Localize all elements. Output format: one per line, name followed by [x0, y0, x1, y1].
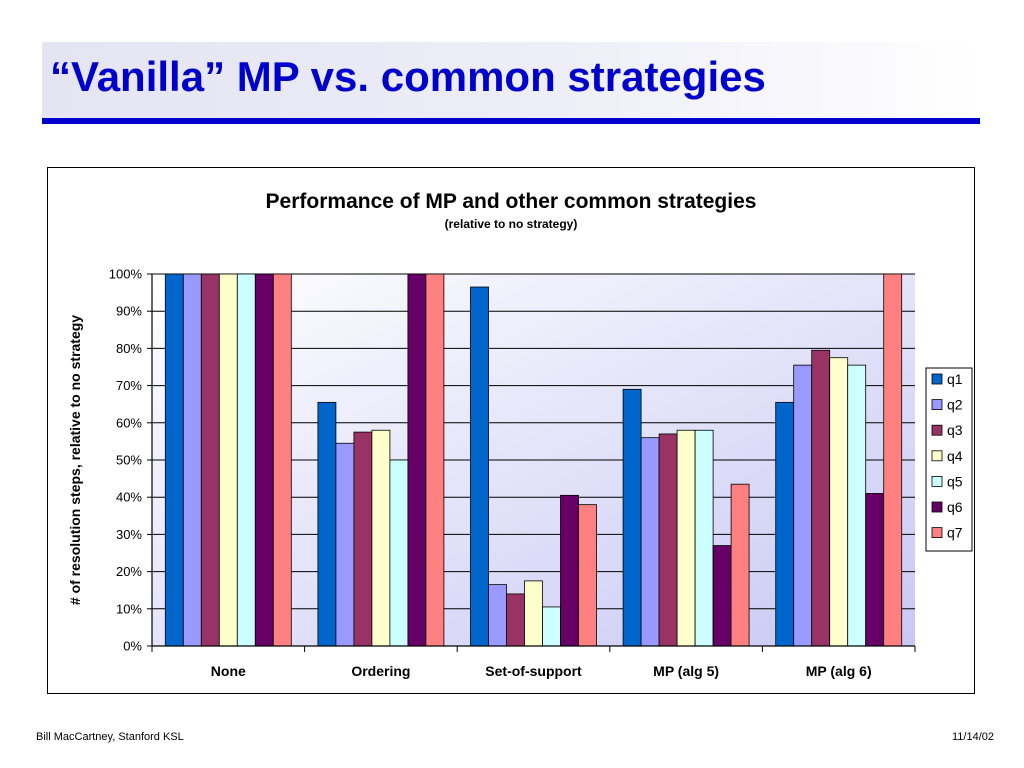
- y-tick-label: 90%: [116, 304, 142, 319]
- bar-q4-2: [524, 580, 543, 647]
- x-tick-label: None: [211, 663, 246, 679]
- y-tick-label: 10%: [116, 601, 142, 616]
- chart-subtitle: (relative to no strategy): [445, 217, 578, 231]
- legend-swatch-q7: [931, 527, 943, 539]
- bar-q3-4: [811, 349, 831, 647]
- legend-swatch-q2: [931, 399, 943, 411]
- bar-q7-0: [272, 273, 292, 647]
- bar-q5-3: [694, 429, 714, 647]
- bar-q4-3: [676, 429, 696, 647]
- legend-swatch-q5: [931, 475, 943, 487]
- slide-title: “Vanilla” MP vs. common strategies: [50, 53, 766, 100]
- bar-q1-4: [775, 401, 795, 647]
- bar-q1-3: [622, 388, 642, 647]
- y-tick-label: 70%: [116, 378, 142, 393]
- bar-q4-4: [829, 357, 849, 647]
- bar-q6-4: [865, 493, 885, 647]
- legend-label-q1: q1: [947, 371, 963, 387]
- y-tick-label: 100%: [109, 267, 143, 282]
- bar-q1-1: [317, 401, 337, 647]
- bar-q5-4: [847, 364, 867, 647]
- x-tick-label: Ordering: [351, 663, 410, 679]
- y-tick-label: 30%: [116, 527, 142, 542]
- legend-label-q6: q6: [947, 499, 963, 515]
- bar-q1-2: [470, 286, 489, 647]
- footer-author: Bill MacCartney, Stanford KSL: [36, 731, 184, 743]
- bar-q6-2: [560, 494, 579, 647]
- chart-title: Performance of MP and other common strat…: [266, 190, 757, 213]
- y-tick-label: 80%: [116, 341, 142, 356]
- bars: [164, 273, 903, 647]
- bar-q6-1: [407, 273, 427, 647]
- chart-frame: 0% 10% 20% 30% 40% 50% 60% 70% 80% 90% 100% None Or…: [47, 167, 975, 694]
- legend-label-q4: q4: [947, 448, 963, 464]
- y-tick-label: 50%: [116, 453, 142, 468]
- bar-chart: 0% 10% 20% 30% 40% 50% 60% 70% 80% 90% 100% None Or…: [67, 190, 973, 679]
- y-tick-label: 20%: [116, 564, 142, 579]
- legend: q1 q2 q3 q4 q5 q6 q7: [925, 367, 973, 552]
- bar-q6-3: [712, 545, 732, 647]
- y-tick-label: 60%: [116, 415, 142, 430]
- bar-q3-2: [506, 593, 525, 647]
- bar-q6-0: [254, 273, 274, 647]
- title-underline: [42, 118, 980, 124]
- bar-q7-1: [425, 273, 445, 647]
- bar-q4-1: [371, 429, 391, 647]
- footer-date: 11/14/02: [952, 731, 995, 743]
- bar-q5-1: [389, 459, 409, 647]
- y-tick-label: 0%: [123, 639, 142, 654]
- legend-label-q3: q3: [947, 422, 963, 438]
- bar-q5-0: [236, 273, 256, 647]
- legend-swatch-q4: [931, 450, 943, 462]
- x-tick-label: MP (alg 5): [653, 663, 719, 679]
- bar-q3-3: [658, 433, 678, 647]
- bar-q7-3: [730, 483, 750, 647]
- legend-swatch-q1: [931, 373, 943, 385]
- bar-q5-2: [542, 606, 561, 647]
- bar-q2-4: [793, 364, 813, 647]
- x-tick-label: Set-of-support: [485, 663, 582, 679]
- y-tick-label: 40%: [116, 490, 142, 505]
- legend-label-q7: q7: [947, 525, 963, 541]
- bar-q2-1: [335, 442, 355, 647]
- y-tick-labels: 0% 10% 20% 30% 40% 50% 60% 70% 80% 90% 100%: [109, 267, 143, 654]
- bar-q2-0: [182, 273, 202, 647]
- bar-q1-0: [164, 273, 184, 647]
- bar-q3-0: [200, 273, 220, 647]
- axes: [147, 273, 916, 652]
- legend-swatch-q3: [931, 424, 943, 436]
- bar-q2-2: [488, 584, 507, 647]
- x-tick-labels: None Ordering Set-of-support MP (alg 5) MP (…: [211, 663, 872, 679]
- title-band: [42, 42, 980, 118]
- legend-label-q2: q2: [947, 397, 963, 413]
- bar-q7-4: [883, 273, 903, 647]
- bar-q3-1: [353, 431, 373, 647]
- y-axis-label: # of resolution steps, relative to no st…: [67, 315, 83, 605]
- x-tick-label: MP (alg 6): [806, 663, 872, 679]
- legend-label-q5: q5: [947, 473, 963, 489]
- bar-q4-0: [218, 273, 238, 647]
- legend-swatch-q6: [931, 501, 943, 513]
- bar-q7-2: [578, 504, 597, 647]
- bar-q2-3: [640, 437, 660, 647]
